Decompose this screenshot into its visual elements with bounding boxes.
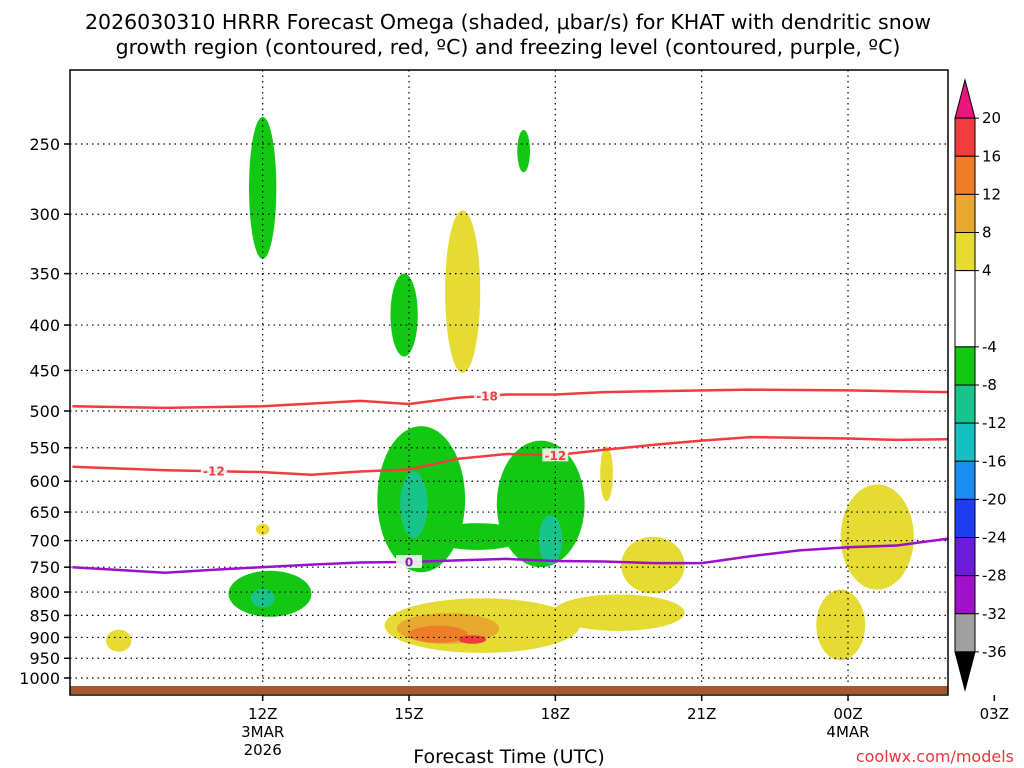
y-tick-label-750: 750	[29, 558, 60, 577]
upward-motion-15z-upper	[390, 273, 418, 357]
y-tick-label-250: 250	[29, 135, 60, 154]
x-tick-label-00Z: 00Z	[833, 705, 862, 723]
colorbar-label-20: 20	[982, 109, 1001, 127]
downward-motion-20z-col	[621, 536, 685, 594]
y-tick-label-450: 450	[29, 361, 60, 380]
dgz-minus12-label: -12	[203, 465, 225, 479]
y-tick-label-900: 900	[29, 628, 60, 647]
x-tick-label-03Z: 03Z	[980, 705, 1009, 723]
colorbar-segment-11	[954, 537, 976, 577]
y-tick-label-950: 950	[29, 649, 60, 668]
upward-motion-17z-top	[517, 129, 530, 173]
isotherm-contours: -18 -12 -12 0	[72, 388, 948, 575]
downward-motion-03z-upper	[980, 224, 1003, 354]
downward-motion-00z-col	[840, 484, 914, 590]
plot-frame	[69, 69, 949, 696]
downward-motion-12z-dot	[255, 523, 270, 536]
y-tick-label-600: 600	[29, 472, 60, 491]
colorbar-segment-2	[954, 155, 976, 195]
colorbar-label--32: -32	[982, 605, 1007, 623]
x-axis-label: Forecast Time (UTC)	[413, 746, 604, 768]
y-tick-label-850: 850	[29, 606, 60, 625]
terrain-surface	[70, 686, 948, 694]
y-tick-label-350: 350	[29, 265, 60, 284]
dgz-minus12-label-2: -12	[544, 449, 566, 463]
chart-title-line1: 2026030310 HRRR Forecast Omega (shaded, …	[85, 10, 931, 34]
colorbar-label-4: 4	[982, 262, 992, 280]
plot-background	[70, 70, 948, 695]
dgz-minus12-label-bg	[200, 464, 227, 478]
colorbar-segment-8	[954, 422, 976, 462]
colorbar-label--28: -28	[982, 567, 1007, 585]
x-tick-sub2-12Z: 2026	[244, 741, 282, 759]
colorbar-segment-13	[954, 613, 976, 653]
colorbar-label--12: -12	[982, 414, 1007, 432]
freezing-level-label-bg	[396, 555, 423, 569]
colorbar-label-8: 8	[982, 224, 992, 242]
dgz-minus12	[72, 435, 948, 477]
colorbar-segment-14	[954, 651, 976, 692]
dgz-minus18	[72, 388, 948, 410]
colorbar-label--4: -4	[982, 338, 997, 356]
downward-motion-15z-low-strong	[409, 625, 468, 643]
colorbar-segment-3	[954, 193, 976, 233]
downward-motion-16z-upper	[445, 210, 481, 373]
downward-motion-11z-low	[106, 629, 132, 652]
downward-motion-16z-low-max	[458, 635, 487, 644]
colorbar-label--20: -20	[982, 490, 1007, 508]
dgz-minus18-label: -18	[476, 389, 498, 403]
x-tick-label-18Z: 18Z	[541, 705, 570, 723]
upward-motion-16z-bridge	[428, 523, 527, 550]
y-tick-label-300: 300	[29, 205, 60, 224]
colorbar-segment-4	[954, 232, 976, 272]
colorbar-segment-7	[954, 384, 976, 424]
dgz-minus12-label-bg-2	[542, 448, 569, 462]
x-tick-label-15Z: 15Z	[394, 705, 423, 723]
y-tick-label-800: 800	[29, 583, 60, 602]
x-tick-sub-00Z: 4MAR	[826, 723, 869, 741]
freezing-level	[72, 537, 948, 575]
colorbar-segment-9	[954, 460, 976, 500]
credit-text: coolwx.com/models	[856, 747, 1014, 766]
y-tick-label-400: 400	[29, 316, 60, 335]
colorbar-segment-5	[954, 270, 976, 348]
downward-motion-03z-sfc-core	[978, 659, 1005, 671]
y-tick-label-1000: 1000	[19, 669, 60, 688]
colorbar-label--8: -8	[982, 376, 997, 394]
downward-motion-19z-mid	[600, 446, 613, 502]
grid	[70, 70, 948, 695]
upward-motion-12z-upper	[249, 116, 277, 260]
upward-motion-18z-core	[538, 515, 563, 565]
colorbar-segment-0	[954, 78, 976, 119]
colorbar-label--36: -36	[982, 643, 1007, 661]
x-tick-label-21Z: 21Z	[687, 705, 716, 723]
y-tick-label-650: 650	[29, 503, 60, 522]
dgz-minus18-label-bg	[474, 388, 501, 402]
colorbar-segment-6	[954, 346, 976, 386]
colorbar: 20 16 12 8 4 -4 -8 -12 -16 -20 -24 -28 -32 -36	[954, 78, 1007, 692]
colorbar-label--16: -16	[982, 452, 1007, 470]
omega-shading	[106, 116, 1005, 671]
y-tick-label-700: 700	[29, 532, 60, 551]
colorbar-segment-1	[954, 117, 976, 157]
colorbar-label--24: -24	[982, 529, 1007, 547]
freezing-level-label: 0	[405, 556, 413, 570]
chart-title-line2: growth region (contoured, red, ºC) and f…	[116, 35, 901, 59]
colorbar-segment-12	[954, 575, 976, 615]
y-tick-label-500: 500	[29, 402, 60, 421]
y-axis: 250 300 350 400 450 500 550 600 650 700 750 800 850 9…	[19, 135, 70, 688]
y-tick-label-550: 550	[29, 439, 60, 458]
colorbar-label-16: 16	[982, 147, 1001, 165]
upward-motion-15z-core	[400, 471, 428, 538]
downward-motion-23z-low	[816, 589, 866, 661]
x-tick-label-12Z: 12Z	[248, 705, 277, 723]
x-tick-sub-12Z: 3MAR	[241, 723, 284, 741]
colorbar-label-12: 12	[982, 185, 1001, 203]
downward-motion-19z-low	[552, 594, 685, 631]
colorbar-segment-10	[954, 498, 976, 538]
